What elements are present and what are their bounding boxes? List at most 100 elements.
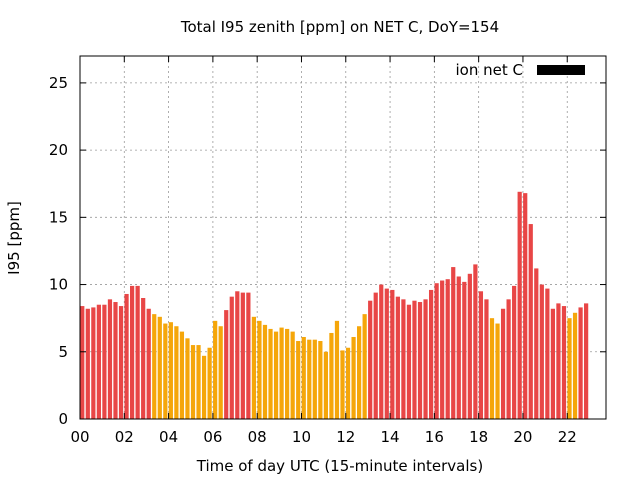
bar xyxy=(489,318,495,419)
bar xyxy=(235,291,240,419)
bar xyxy=(572,312,578,419)
bar xyxy=(484,299,489,419)
bar xyxy=(146,308,151,419)
bar xyxy=(506,299,511,419)
bars xyxy=(80,191,589,419)
bar xyxy=(550,308,556,419)
bar xyxy=(462,281,467,419)
bar xyxy=(512,285,517,419)
y-tick-labels: 0 5 10 15 20 25 xyxy=(49,74,68,428)
bar xyxy=(417,302,423,419)
y-tick-label: 25 xyxy=(49,74,68,92)
bar xyxy=(428,289,434,419)
x-tick-label: 04 xyxy=(159,428,178,446)
bar xyxy=(213,320,218,419)
y-tick-label: 15 xyxy=(49,208,68,226)
x-tick-labels: 00 02 04 06 08 10 12 14 16 18 20 22 xyxy=(70,428,576,446)
bar xyxy=(118,306,124,419)
x-tick-label: 14 xyxy=(381,428,400,446)
bar xyxy=(379,284,384,419)
x-tick-label: 16 xyxy=(425,428,444,446)
bar xyxy=(190,345,196,419)
bar xyxy=(279,327,284,419)
x-tick-label: 12 xyxy=(336,428,355,446)
legend-swatch xyxy=(537,65,585,75)
bar xyxy=(268,328,273,419)
bar xyxy=(373,292,378,419)
bar xyxy=(124,293,129,419)
bar xyxy=(107,299,113,419)
x-tick-label: 22 xyxy=(558,428,577,446)
plot-frame xyxy=(79,55,607,420)
bar xyxy=(113,302,118,419)
bar xyxy=(384,288,389,419)
bar xyxy=(262,324,268,419)
bar xyxy=(196,345,201,419)
bar xyxy=(434,283,439,419)
bar xyxy=(163,323,168,419)
bar xyxy=(517,191,522,419)
bar xyxy=(395,296,400,419)
bar xyxy=(318,341,323,419)
y-axis-label: I95 [ppm] xyxy=(5,201,23,275)
bar xyxy=(296,341,301,419)
bar xyxy=(362,314,367,419)
bar xyxy=(578,307,583,419)
y-tick-label: 20 xyxy=(49,141,68,159)
bar xyxy=(185,338,190,419)
bar xyxy=(152,314,157,419)
legend: ion net C xyxy=(456,61,585,79)
bar xyxy=(130,285,135,419)
bar xyxy=(584,303,589,419)
bar xyxy=(301,336,306,419)
bar xyxy=(218,326,223,419)
y-tick-label: 0 xyxy=(58,410,68,428)
bar xyxy=(285,328,290,419)
bar xyxy=(473,264,478,419)
x-tick-label: 00 xyxy=(70,428,89,446)
x-tick-label: 10 xyxy=(292,428,311,446)
bar xyxy=(329,332,334,419)
bar xyxy=(545,288,550,419)
bar xyxy=(401,299,406,419)
bar xyxy=(141,298,146,419)
legend-label: ion net C xyxy=(456,61,523,79)
bar xyxy=(456,276,461,419)
bar xyxy=(351,336,356,419)
bar xyxy=(412,300,417,419)
bar xyxy=(423,299,428,419)
bar xyxy=(478,291,484,419)
bar xyxy=(451,267,456,419)
bar xyxy=(334,320,340,419)
bar xyxy=(440,280,445,419)
bar xyxy=(85,308,90,419)
bar xyxy=(224,310,229,419)
bar xyxy=(312,339,317,419)
bar xyxy=(445,279,450,419)
x-tick-label: 18 xyxy=(469,428,488,446)
bar xyxy=(174,326,179,419)
bar xyxy=(229,296,234,419)
bar xyxy=(390,289,395,419)
bar xyxy=(534,268,539,419)
x-tick-label: 20 xyxy=(513,428,532,446)
bar xyxy=(307,339,312,419)
x-tick-label: 02 xyxy=(115,428,134,446)
bar xyxy=(528,224,533,419)
bar xyxy=(273,331,279,419)
bar xyxy=(523,193,528,419)
tick-marks xyxy=(79,56,606,420)
y-tick-label: 10 xyxy=(49,276,68,294)
bar xyxy=(500,308,506,419)
bar xyxy=(368,300,373,419)
bar xyxy=(246,292,251,419)
bar xyxy=(207,347,212,419)
bar xyxy=(102,304,107,419)
bar xyxy=(290,331,295,419)
bar xyxy=(467,273,472,419)
y-tick-label: 5 xyxy=(58,343,68,361)
bar xyxy=(157,316,162,419)
bar xyxy=(91,307,96,419)
bar xyxy=(345,347,351,419)
x-tick-label: 08 xyxy=(248,428,267,446)
